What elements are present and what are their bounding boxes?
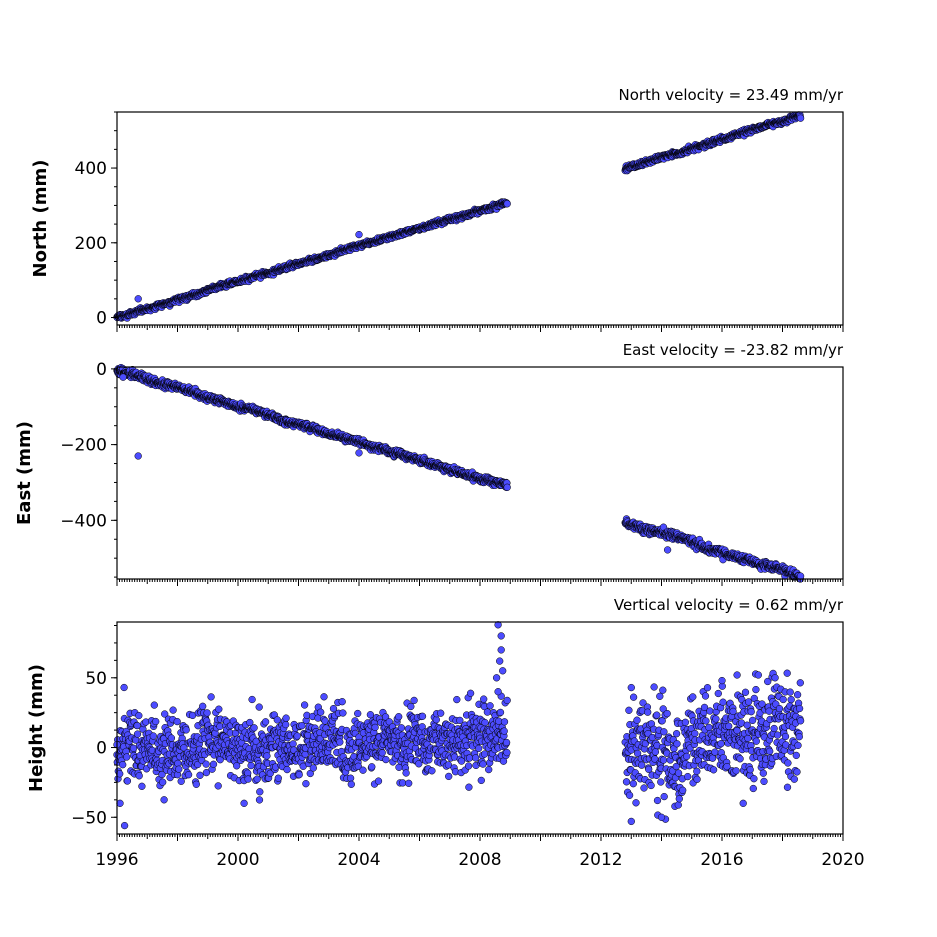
data-point: [378, 749, 386, 757]
data-point: [150, 701, 158, 709]
data-point: [397, 724, 406, 732]
data-point: [374, 777, 383, 785]
data-point: [248, 695, 256, 704]
data-point: [134, 452, 142, 460]
data-point: [203, 709, 211, 717]
data-point: [317, 708, 325, 716]
data-point: [182, 726, 190, 734]
data-point: [209, 760, 218, 768]
data-point: [120, 683, 128, 692]
data-point: [261, 718, 270, 726]
data-point: [244, 775, 252, 783]
data-point: [355, 230, 363, 239]
data-point: [173, 717, 181, 726]
data-point: [149, 732, 157, 740]
data-point: [215, 705, 223, 713]
data-point: [123, 777, 132, 785]
data-point: [339, 709, 347, 717]
data-point: [336, 738, 344, 746]
data-point: [295, 771, 303, 779]
data-point: [199, 702, 207, 710]
data-point: [119, 761, 127, 769]
data-point: [338, 698, 346, 706]
data-point: [138, 782, 146, 790]
data-point: [428, 767, 436, 775]
data-point: [503, 483, 511, 491]
data-point: [320, 693, 328, 701]
data-point: [134, 295, 142, 303]
data-point: [382, 755, 390, 764]
data-point: [796, 114, 805, 122]
data-point: [135, 711, 143, 720]
data-point: [437, 709, 445, 717]
data-point: [405, 779, 413, 787]
data-point: [247, 761, 255, 770]
data-point: [133, 730, 142, 738]
data-point: [300, 701, 309, 709]
y-tick-label: 400: [75, 159, 107, 179]
data-point: [410, 696, 418, 705]
north-panel: 0 200 400 North (mm) North velocity = 23.4…: [30, 86, 844, 332]
data-point: [445, 772, 453, 781]
east-ylabel: East (mm): [14, 421, 35, 525]
data-point: [293, 732, 301, 740]
data-point: [282, 714, 290, 722]
data-point: [192, 780, 200, 788]
data-point: [214, 782, 222, 790]
data-point: [263, 752, 271, 760]
data-point: [371, 723, 379, 732]
data-point: [274, 774, 282, 782]
data-point: [663, 546, 672, 554]
y-tick-label: 0: [96, 309, 107, 329]
data-point: [503, 200, 511, 208]
data-point: [282, 720, 290, 729]
data-point: [354, 709, 362, 718]
data-point: [395, 713, 403, 721]
data-point: [184, 771, 193, 779]
data-point: [167, 734, 176, 742]
data-point: [407, 702, 415, 711]
data-point: [283, 765, 291, 774]
data-point: [159, 778, 167, 786]
data-point: [359, 766, 367, 774]
data-point: [152, 717, 160, 726]
data-point: [302, 780, 310, 788]
data-point: [368, 763, 376, 771]
data-point: [169, 706, 177, 714]
data-point: [175, 765, 183, 773]
north-ylabel: North (mm): [30, 160, 51, 278]
data-point: [309, 764, 317, 772]
data-point: [177, 777, 185, 785]
data-point: [207, 693, 215, 701]
data-point: [256, 788, 264, 796]
data-point: [355, 449, 363, 457]
y-tick-label: 200: [75, 234, 107, 254]
data-point: [250, 724, 258, 732]
y-tick-label: −200: [60, 436, 107, 456]
data-point: [160, 796, 168, 804]
data-point: [119, 373, 127, 381]
data-point: [202, 760, 210, 768]
data-point: [196, 771, 204, 779]
data-point: [289, 740, 297, 748]
data-point: [418, 712, 427, 720]
data-point: [255, 796, 264, 804]
data-point: [346, 774, 355, 782]
data-point: [402, 769, 410, 777]
data-point: [123, 753, 131, 761]
east-velocity-annotation: East velocity = -23.82 mm/yr: [623, 341, 844, 359]
data-point: [135, 772, 143, 780]
data-point: [347, 780, 355, 788]
north-points: [113, 111, 805, 322]
y-tick-label: 0: [96, 360, 107, 380]
data-point: [366, 711, 375, 719]
y-tick-label: −400: [60, 511, 107, 531]
north-velocity-annotation: North velocity = 23.49 mm/yr: [619, 86, 844, 104]
